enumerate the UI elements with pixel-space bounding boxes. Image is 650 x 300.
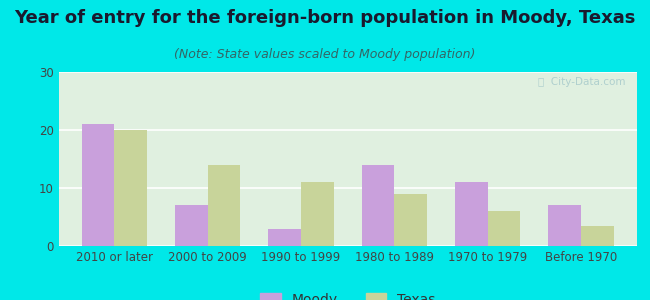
Legend: Moody, Texas: Moody, Texas xyxy=(254,287,441,300)
Bar xyxy=(455,182,488,246)
Text: Year of entry for the foreign-born population in Moody, Texas: Year of entry for the foreign-born popul… xyxy=(14,9,636,27)
Bar xyxy=(395,194,427,246)
Text: ⓘ  City-Data.com: ⓘ City-Data.com xyxy=(538,77,625,87)
Bar xyxy=(175,206,208,246)
Bar xyxy=(581,226,614,246)
Bar xyxy=(268,229,301,246)
Bar xyxy=(114,130,147,246)
Bar xyxy=(549,206,581,246)
Bar xyxy=(488,211,521,246)
Text: (Note: State values scaled to Moody population): (Note: State values scaled to Moody popu… xyxy=(174,48,476,61)
Bar xyxy=(82,124,114,246)
Bar xyxy=(301,182,333,246)
Bar xyxy=(362,165,395,246)
Bar xyxy=(208,165,240,246)
